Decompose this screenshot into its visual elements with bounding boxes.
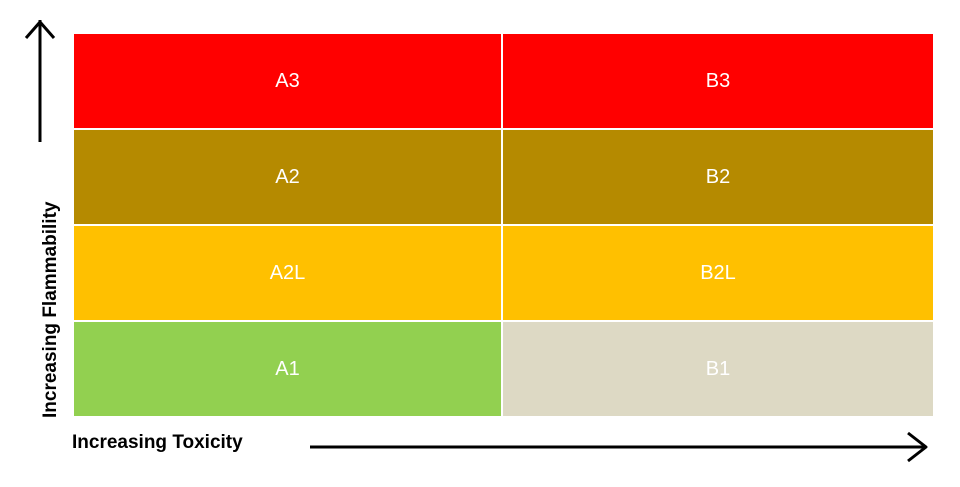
y-axis-arrow <box>24 20 56 142</box>
y-axis-arrowhead <box>24 20 56 39</box>
classification-grid: A3 B3 A2 B2 A2L B2L A1 B1 <box>73 33 934 417</box>
cell-b2: B2 <box>502 129 934 225</box>
cell-b2l: B2L <box>502 225 934 321</box>
cell-a3: A3 <box>73 33 502 129</box>
x-axis-label: Increasing Toxicity <box>72 432 243 453</box>
x-axis-arrowhead <box>907 431 928 463</box>
cell-b3: B3 <box>502 33 934 129</box>
cell-b1: B1 <box>502 321 934 417</box>
cell-a2l: A2L <box>73 225 502 321</box>
x-axis-arrow <box>310 431 928 463</box>
y-axis-label: Increasing Flammability <box>40 201 61 418</box>
cell-a2: A2 <box>73 129 502 225</box>
cell-a1: A1 <box>73 321 502 417</box>
